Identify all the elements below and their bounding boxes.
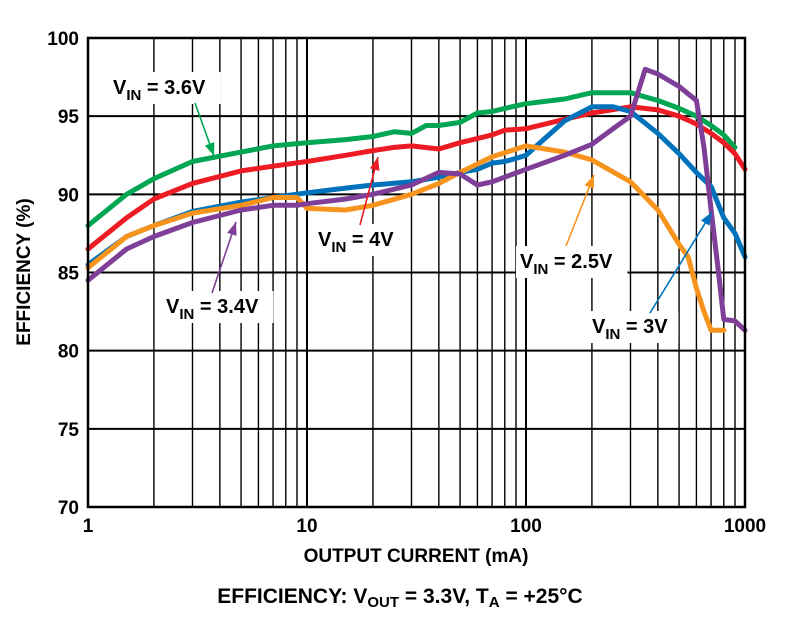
series-label-3.4v: VIN = 3.4V: [162, 221, 274, 323]
chart-caption: EFFICIENCY: VOUT = 3.3V, TA = +25°C: [0, 585, 800, 611]
series-label-2.5v: VIN = 2.5V: [516, 174, 628, 278]
y-axis-title: EFFICIENCY (%): [14, 198, 35, 345]
label-rest: = 4V: [346, 229, 394, 251]
label-rest: = 3.4V: [194, 296, 259, 318]
caption-suffix: = +25°C: [499, 585, 583, 608]
label-background: [162, 291, 274, 323]
label-background: [314, 224, 405, 256]
label-main: V: [592, 316, 606, 338]
label-main: V: [113, 77, 127, 99]
x-tick-label: 100: [510, 516, 542, 537]
label-background: [588, 311, 679, 343]
y-tick-label: 100: [47, 29, 79, 50]
tick-labels: 1 10 100 1000 70 75 80 85 90 95 100: [47, 29, 766, 537]
y-tick-label: 85: [58, 264, 80, 285]
series-line-vin-4v: [85, 104, 748, 252]
series-line-vin-3-6v: [85, 90, 738, 229]
label-main: V: [166, 296, 180, 318]
leader-line: [649, 211, 713, 314]
series-lines: [85, 66, 748, 333]
leader-arrowhead: [584, 175, 594, 189]
label-rest: = 2.5V: [548, 251, 613, 273]
caption-mid: = 3.3V, T: [399, 585, 489, 608]
label-background: [109, 72, 221, 104]
leader-arrowhead: [204, 142, 215, 156]
label-text: VIN = 3.6V: [113, 77, 206, 104]
plot-frame: [86, 36, 747, 509]
caption-prefix: EFFICIENCY: V: [217, 585, 368, 608]
y-tick-label: 95: [58, 107, 80, 128]
label-main: V: [318, 229, 332, 251]
label-sub: IN: [533, 261, 548, 278]
y-tick-label: 90: [58, 185, 79, 206]
label-sub: IN: [179, 306, 194, 323]
label-text: VIN = 4V: [318, 229, 394, 256]
x-tick-label: 1000: [724, 516, 766, 537]
series-label-3.6v: VIN = 3.6V: [109, 72, 221, 157]
x-axis-title: OUTPUT CURRENT (mA): [304, 546, 529, 567]
label-background: [516, 246, 628, 278]
label-sub: IN: [331, 239, 346, 256]
y-tick-label: 75: [58, 420, 80, 441]
series-label-4v: VIN = 4V: [314, 156, 405, 256]
x-tick-label: 10: [296, 516, 317, 537]
caption-sub-out: OUT: [367, 594, 400, 611]
x-tick-label: 1: [83, 516, 94, 537]
leader-arrowhead: [369, 157, 380, 171]
label-text: VIN = 3V: [592, 316, 668, 343]
label-text: VIN = 2.5V: [520, 251, 613, 278]
y-tick-label: 80: [58, 342, 79, 363]
label-text: VIN = 3.4V: [166, 296, 259, 323]
label-main: V: [520, 251, 534, 273]
y-tick-label: 70: [58, 498, 79, 519]
label-sub: IN: [126, 87, 141, 104]
leader-arrowhead: [700, 212, 712, 226]
label-rest: = 3V: [620, 316, 668, 338]
caption-sub-a: A: [488, 594, 500, 611]
leader-arrowhead: [227, 222, 237, 236]
label-sub: IN: [605, 326, 620, 343]
label-rest: = 3.6V: [141, 77, 206, 99]
series-line-vin-3-4v: [85, 66, 748, 333]
series-label-3v: VIN = 3V: [588, 211, 713, 343]
grid: [88, 38, 745, 507]
